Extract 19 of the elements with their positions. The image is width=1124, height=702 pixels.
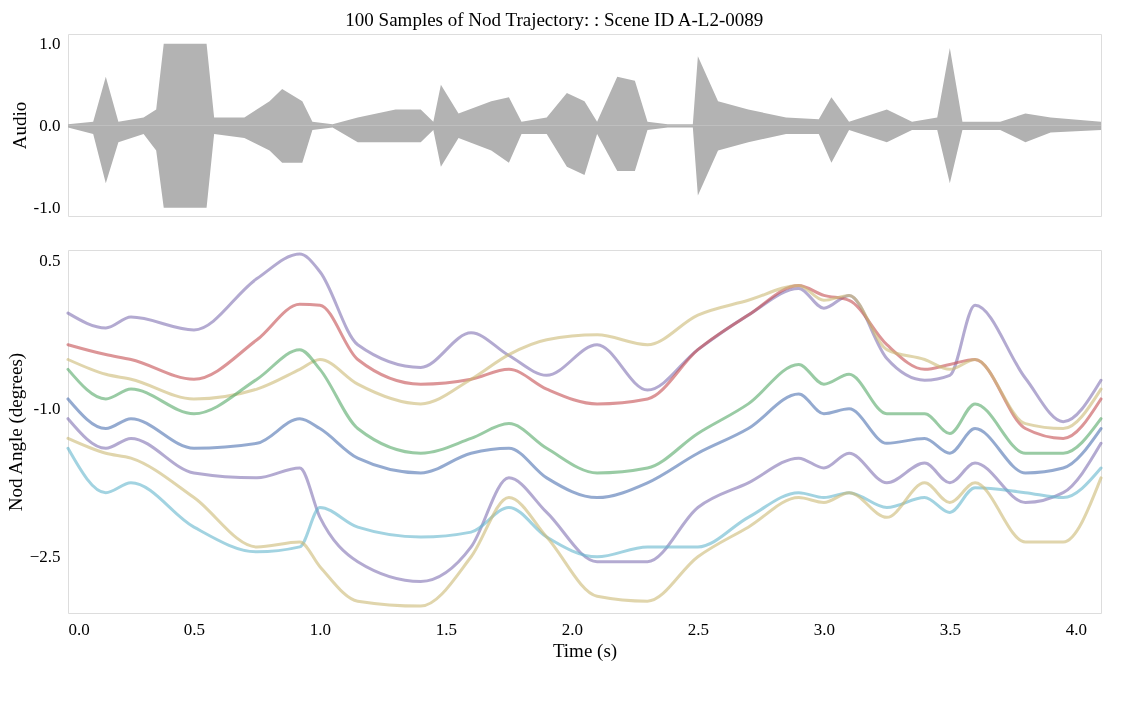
x-tick-label: 3.5 xyxy=(939,619,961,639)
x-tick-label: 3.0 xyxy=(813,619,835,639)
y-tick-label: 0.5 xyxy=(39,251,61,271)
y-tick-label: 0.0 xyxy=(39,116,61,136)
y-axis-title: Audio xyxy=(8,101,30,150)
y-tick-label: -1.0 xyxy=(33,198,61,218)
x-tick-label: 0.5 xyxy=(183,619,206,639)
x-tick-label: 1.0 xyxy=(309,619,332,639)
y-tick-label: -1.0 xyxy=(33,399,61,419)
y-tick-label: −2.5 xyxy=(29,547,61,567)
x-tick-label: 4.0 xyxy=(1065,619,1087,639)
y-axis-title: Nod Angle (degrees) xyxy=(4,352,27,512)
y-tick-label: 1.0 xyxy=(39,34,61,54)
x-tick-label: 2.0 xyxy=(561,619,584,639)
x-axis-title: Time (s) xyxy=(552,639,618,662)
chart-title: 100 Samples of Nod Trajectory: : Scene ID A-L2-0089 xyxy=(345,8,764,30)
x-tick-label: 1.5 xyxy=(435,619,458,639)
x-tick-label: 0.0 xyxy=(68,619,90,639)
x-tick-label: 2.5 xyxy=(687,619,709,639)
